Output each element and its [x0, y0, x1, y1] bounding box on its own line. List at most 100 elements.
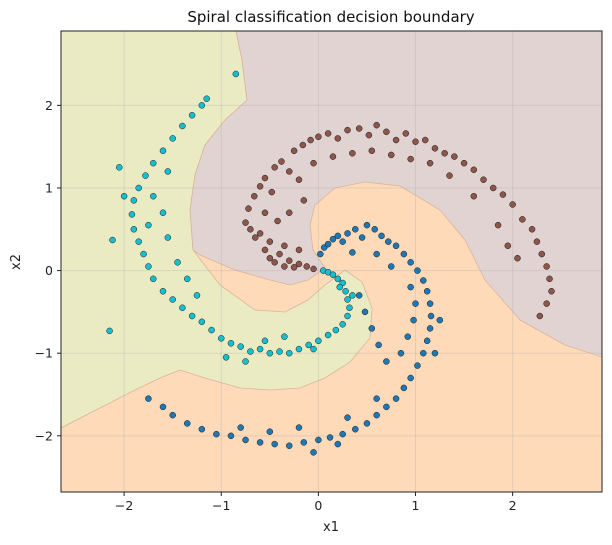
- point-series-0-32: [373, 121, 380, 129]
- x-tick-label-1: −1: [212, 498, 230, 513]
- point-series-1-38: [256, 439, 264, 446]
- point-series-1-31: [352, 425, 359, 433]
- point-series-2-60: [120, 192, 128, 200]
- point-series-1-28: [383, 403, 390, 411]
- point-series-2-57: [222, 354, 230, 361]
- point-series-0-0: [242, 219, 249, 226]
- point-series-2-25: [188, 312, 196, 320]
- point-series-2-16: [276, 348, 283, 355]
- point-series-0-41: [460, 159, 468, 167]
- point-series-0-73: [281, 242, 288, 250]
- point-series-2-50: [184, 275, 191, 283]
- point-series-1-48: [361, 308, 369, 316]
- point-series-1-53: [404, 333, 411, 340]
- decision-region-2: [189, 31, 602, 358]
- point-series-2-8: [344, 312, 351, 320]
- point-series-0-25: [295, 176, 303, 183]
- point-series-1-27: [392, 395, 400, 402]
- axis-ticks: −2 −1 0 1 2 −2 −1 0 1 2: [35, 98, 517, 513]
- point-series-2-58: [336, 283, 344, 291]
- point-series-1-12: [385, 238, 392, 245]
- point-series-0-47: [519, 216, 526, 223]
- point-series-1-10: [371, 226, 378, 233]
- y-tick-label-2: 0: [45, 263, 53, 278]
- point-series-0-48: [528, 226, 536, 233]
- point-series-1-22: [423, 337, 431, 345]
- point-series-2-41: [179, 122, 186, 130]
- point-series-2-38: [150, 159, 157, 167]
- point-series-0-45: [499, 191, 507, 198]
- point-series-0-26: [315, 133, 322, 140]
- point-series-0-3: [256, 230, 264, 237]
- point-series-2-64: [310, 345, 317, 353]
- point-series-2-40: [169, 135, 176, 142]
- point-series-2-21: [227, 340, 235, 347]
- point-series-1-9: [363, 221, 371, 229]
- point-series-0-10: [290, 264, 298, 271]
- point-series-2-61: [116, 164, 123, 171]
- y-tick-label-1: −1: [35, 346, 53, 361]
- point-series-1-60: [295, 424, 303, 431]
- point-series-0-44: [489, 184, 497, 192]
- point-series-2-28: [159, 287, 167, 295]
- point-series-0-55: [536, 312, 544, 320]
- y-tick-label-3: 1: [45, 180, 53, 195]
- point-series-0-33: [383, 128, 390, 136]
- point-series-1-36: [285, 442, 293, 449]
- point-series-1-26: [400, 384, 408, 392]
- point-series-2-22: [218, 335, 225, 342]
- point-series-0-54: [543, 300, 550, 307]
- point-series-0-37: [421, 136, 429, 144]
- point-series-1-43: [184, 420, 191, 427]
- point-series-0-16: [256, 183, 264, 190]
- x-axis-label: x1: [323, 520, 339, 535]
- point-series-0-42: [470, 166, 478, 174]
- point-series-0-27: [324, 130, 332, 137]
- point-series-1-39: [242, 436, 249, 444]
- point-series-1-57: [387, 263, 395, 270]
- point-series-2-35: [130, 197, 138, 204]
- point-series-0-12: [303, 263, 310, 270]
- point-series-1-37: [271, 440, 278, 448]
- point-series-0-5: [266, 254, 274, 262]
- plot-frame: [60, 30, 603, 493]
- point-series-2-42: [188, 112, 196, 119]
- point-series-0-19: [271, 164, 278, 171]
- point-series-2-3: [334, 275, 342, 283]
- point-series-0-20: [278, 158, 285, 165]
- point-series-2-39: [159, 147, 167, 155]
- point-series-2-43: [198, 102, 206, 109]
- y-tick-label-4: 2: [45, 98, 53, 113]
- point-series-2-47: [109, 236, 116, 244]
- point-series-1-13: [392, 242, 400, 250]
- point-series-0-11: [295, 260, 303, 268]
- y-tick-label-0: −2: [35, 428, 53, 443]
- point-series-2-49: [174, 259, 181, 266]
- point-series-1-19: [426, 300, 434, 307]
- point-series-0-71: [261, 209, 269, 217]
- point-series-1-35: [300, 439, 308, 446]
- point-series-0-14: [245, 205, 252, 212]
- point-series-1-47: [355, 292, 363, 299]
- point-series-0-1: [247, 226, 254, 233]
- x-tick-label-2: 0: [314, 498, 322, 513]
- point-series-0-46: [509, 201, 516, 208]
- point-series-0-13: [310, 265, 317, 273]
- point-series-2-62: [193, 292, 201, 299]
- point-series-1-2: [324, 240, 332, 248]
- point-series-0-53: [548, 287, 555, 295]
- chart-title: Spiral classification decision boundary: [187, 8, 474, 26]
- point-series-1-56: [407, 283, 414, 291]
- point-series-0-68: [300, 197, 308, 204]
- point-series-1-62: [237, 424, 244, 431]
- point-series-1-54: [410, 316, 417, 324]
- point-series-1-23: [420, 349, 427, 357]
- point-series-0-34: [392, 136, 400, 144]
- point-series-0-35: [402, 130, 410, 137]
- point-series-2-48: [164, 234, 172, 241]
- point-series-1-55: [412, 300, 419, 307]
- point-series-1-4: [334, 232, 342, 240]
- scatter-points: [106, 70, 555, 456]
- point-series-1-58: [373, 250, 380, 258]
